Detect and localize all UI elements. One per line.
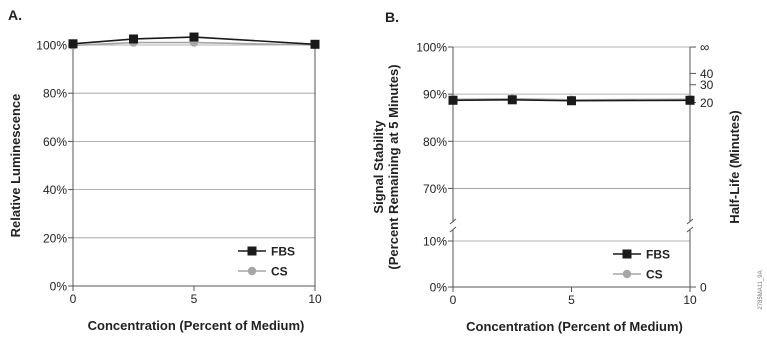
x-axis-title: Concentration (Percent of Medium) — [88, 318, 305, 333]
data-point-fbs — [189, 32, 199, 42]
data-point-fbs — [685, 95, 695, 105]
panel-label-a: A. — [8, 7, 22, 23]
y2-axis-title: Half-Life (Minutes) — [727, 110, 742, 223]
x-tick-label: 0 — [70, 292, 77, 306]
series-line-cs — [452, 98, 691, 101]
legend-label-fbs: FBS — [646, 248, 670, 262]
figure-code: 2785MA11_9A — [758, 270, 764, 309]
axis-break-right — [686, 218, 694, 233]
x-tick-label: 0 — [450, 293, 457, 307]
x-tick-label: 10 — [308, 292, 322, 306]
legend-marker-cs — [247, 266, 257, 276]
y-tick-label: 10% — [423, 235, 447, 249]
x-tick-label: 5 — [568, 293, 575, 307]
y-tick-label: 90% — [423, 88, 447, 102]
x-axis-title: Concentration (Percent of Medium) — [466, 319, 683, 334]
y-tick-label: 60% — [43, 135, 67, 149]
series-line-cs — [72, 41, 316, 47]
y-tick-label: 70% — [423, 182, 447, 196]
y-tick-label: 80% — [43, 87, 67, 101]
series-line-fbs — [452, 98, 691, 102]
y-tick-label: 0% — [430, 281, 448, 295]
panel-label-b: B. — [385, 9, 399, 25]
data-point-fbs — [567, 96, 576, 106]
y-tick-label: 40% — [43, 183, 67, 197]
axis-break-left — [449, 218, 457, 233]
y2-tick-label: 20 — [700, 96, 714, 110]
legend-marker-fbs — [247, 246, 257, 256]
x-tick-label: 5 — [191, 292, 198, 306]
y-axis-title-line: Signal Stability — [371, 120, 386, 214]
y-tick-label: 0% — [50, 280, 68, 294]
data-point-fbs — [507, 95, 517, 105]
y2-tick-label: 30 — [700, 78, 714, 92]
y-tick-label: 80% — [423, 135, 447, 149]
legend-marker-fbs — [622, 249, 632, 259]
data-point-fbs — [129, 34, 138, 44]
y-tick-label: 100% — [36, 39, 67, 53]
series-line-fbs — [72, 36, 316, 46]
data-point-fbs — [68, 39, 78, 49]
y-axis-title-line: (Percent Remaining at 5 Minutes) — [386, 64, 401, 269]
legend-marker-cs — [622, 269, 632, 279]
data-point-fbs — [448, 95, 458, 105]
y-tick-label: 100% — [416, 41, 447, 55]
y-axis-title: Signal Stability(Percent Remaining at 5 … — [371, 64, 401, 269]
data-point-fbs — [310, 39, 320, 49]
y2-tick-label: 40 — [700, 67, 714, 81]
legend-label-cs: CS — [646, 268, 663, 282]
legend-label-fbs: FBS — [271, 245, 295, 259]
y2-tick-label: 0 — [700, 281, 707, 295]
x-tick-label: 10 — [683, 293, 697, 307]
y2-tick-label: ∞ — [700, 40, 709, 55]
legend-label-cs: CS — [271, 265, 288, 279]
y-axis-title: Relative Luminescence — [8, 94, 23, 238]
y-tick-label: 20% — [43, 231, 67, 245]
